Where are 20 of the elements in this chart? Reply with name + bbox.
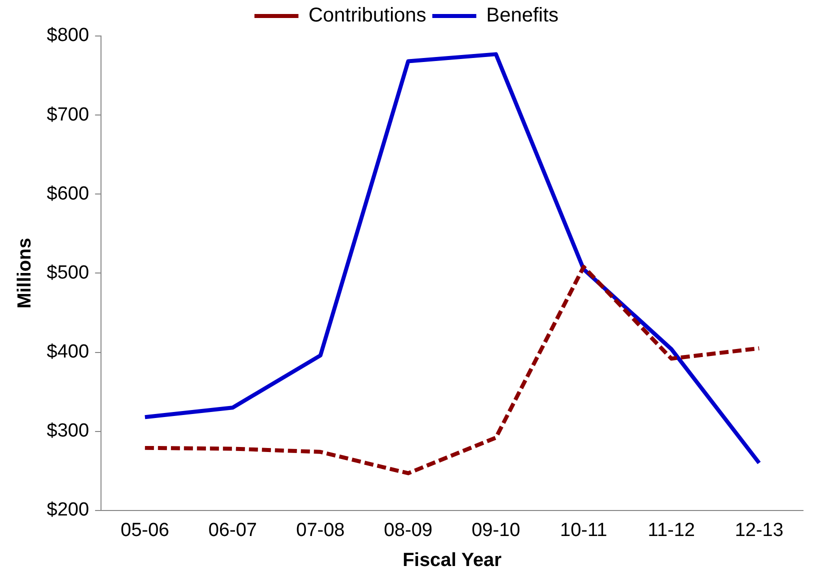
x-tick-label: 11-12: [648, 520, 695, 542]
y-tick-label: $600: [46, 183, 90, 204]
y-tick-label: $500: [46, 262, 90, 284]
y-tick-label: $700: [46, 104, 90, 126]
x-tick-label: 12-13: [734, 520, 784, 542]
line-series: [142, 264, 762, 476]
x-tick-label: 05-06: [120, 520, 170, 542]
y-tick-label: $200: [46, 500, 90, 521]
y-tick-label: $800: [46, 25, 90, 46]
legend-label: Contributions: [308, 4, 426, 27]
x-tick-label: 09-10: [472, 520, 520, 542]
x-tick-label: 07-08: [296, 520, 345, 542]
y-tick-label: $300: [46, 420, 90, 442]
y-tick-label: $400: [46, 342, 90, 362]
y-axis-title: Millions: [14, 238, 36, 309]
x-axis-title: Fiscal Year: [402, 550, 502, 571]
x-tick-label: 08-09: [384, 520, 432, 542]
x-tick-label: 06-07: [208, 520, 257, 542]
legend-label: Benefits: [486, 4, 559, 27]
x-tick-label: 10-11: [560, 520, 608, 542]
